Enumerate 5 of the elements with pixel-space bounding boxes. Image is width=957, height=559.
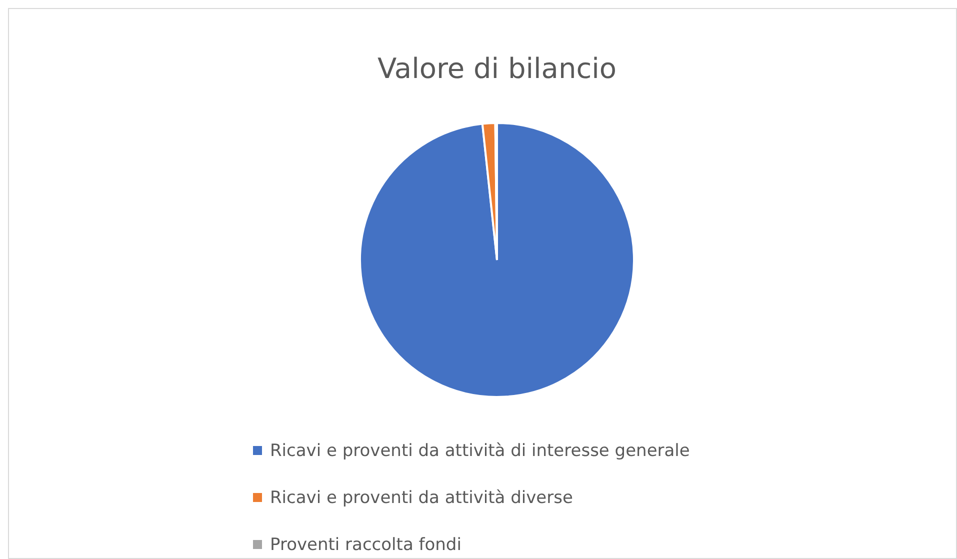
pie-slice [359, 122, 635, 398]
chart-title: Valore di bilancio [377, 52, 617, 85]
legend-label: Ricavi e proventi da attività diverse [270, 488, 573, 508]
legend-label: Ricavi e proventi da attività di interesse generale [270, 441, 690, 461]
legend-label: Proventi raccolta fondi [270, 535, 462, 555]
